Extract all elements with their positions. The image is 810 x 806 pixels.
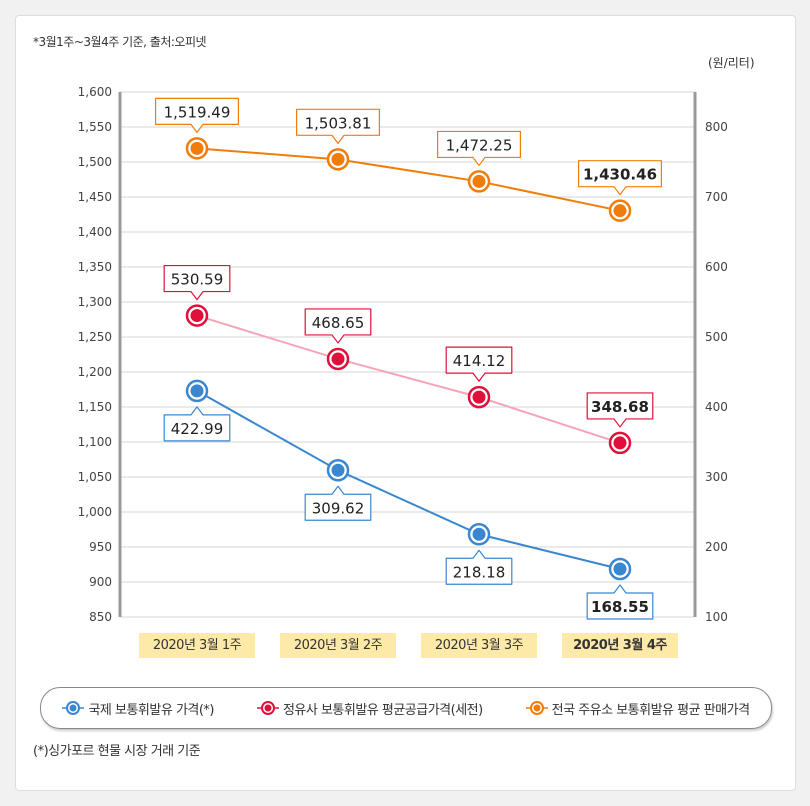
data-label: 414.12 xyxy=(453,352,506,370)
blue-marker-icon xyxy=(62,701,85,715)
data-label-box xyxy=(437,130,521,167)
left-tick-label: 1,150 xyxy=(78,400,112,414)
data-label: 422.99 xyxy=(171,420,224,438)
red-marker-icon xyxy=(256,701,279,715)
left-tick-label: 1,600 xyxy=(78,85,112,99)
data-point xyxy=(190,141,204,155)
data-label: 218.18 xyxy=(453,563,506,581)
data-label-box xyxy=(304,485,372,521)
orange-marker-icon xyxy=(525,701,548,715)
data-point xyxy=(472,174,486,188)
right-tick-label: 100 xyxy=(705,610,728,624)
left-tick-label: 1,300 xyxy=(78,295,112,309)
left-tick-label: 1,000 xyxy=(78,505,112,519)
data-label: 530.59 xyxy=(171,271,224,289)
data-label-box xyxy=(155,97,239,133)
data-label-box xyxy=(163,406,231,442)
data-point xyxy=(331,352,345,366)
right-tick-label: 700 xyxy=(705,190,728,204)
legend-item-refinery: 정유사 보통휘발유 평균공급가격(세전) xyxy=(256,699,483,718)
left-tick-label: 1,550 xyxy=(78,120,112,134)
right-tick-label: 800 xyxy=(705,120,728,134)
right-tick-label: 400 xyxy=(705,400,728,414)
data-label: 1,430.46 xyxy=(583,166,657,184)
right-tick-label: 600 xyxy=(705,260,728,274)
data-point xyxy=(190,309,204,323)
data-label-box xyxy=(163,264,231,301)
data-label-box xyxy=(445,346,513,382)
footnote: (*)싱가포르 현물 시장 거래 기준 xyxy=(33,744,201,759)
category-label: 2020년 3월 2주 xyxy=(280,633,396,658)
source-note: *3월1주~3월4주 기준, 출처:오피넷 xyxy=(33,35,207,49)
data-point xyxy=(190,384,204,398)
left-tick-label: 1,250 xyxy=(78,330,112,344)
data-label: 348.68 xyxy=(591,398,649,416)
series-line xyxy=(196,147,621,212)
data-point xyxy=(472,527,486,541)
data-label-box xyxy=(296,108,380,144)
series-line xyxy=(196,314,621,444)
right-tick-label: 300 xyxy=(705,470,728,484)
left-tick-label: 1,400 xyxy=(78,225,112,239)
data-label: 1,472.25 xyxy=(446,136,513,154)
category-label: 2020년 3월 4주 xyxy=(562,633,678,658)
data-point xyxy=(613,436,627,450)
left-tick-label: 950 xyxy=(89,540,112,554)
left-tick-label: 900 xyxy=(89,575,112,589)
data-label-box xyxy=(586,584,654,620)
data-point xyxy=(613,562,627,576)
legend-item-station: 전국 주유소 보통휘발유 평균 판매가격 xyxy=(525,699,750,718)
legend-item-international: 국제 보통휘발유 가격(*) xyxy=(62,699,215,718)
series-line xyxy=(196,390,621,570)
legend-label: 국제 보통휘발유 가격(*) xyxy=(88,702,215,718)
left-tick-label: 1,100 xyxy=(78,435,112,449)
chart-card xyxy=(15,15,796,791)
data-label: 1,503.81 xyxy=(305,114,372,132)
left-tick-label: 1,350 xyxy=(78,260,112,274)
left-tick-label: 1,050 xyxy=(78,470,112,484)
data-label: 468.65 xyxy=(312,314,365,332)
left-tick-label: 850 xyxy=(89,610,112,624)
legend-label: 전국 주유소 보통휘발유 평균 판매가격 xyxy=(551,702,750,718)
data-label: 1,519.49 xyxy=(164,103,231,121)
data-point xyxy=(472,390,486,404)
right-axis-unit: (원/리터) xyxy=(708,56,755,70)
data-label-box xyxy=(304,308,372,344)
legend-label: 정유사 보통휘발유 평균공급가격(세전) xyxy=(282,702,483,718)
data-point xyxy=(331,152,345,166)
data-label-box xyxy=(586,392,654,428)
right-tick-label: 200 xyxy=(705,540,728,554)
data-label: 168.55 xyxy=(591,598,649,616)
left-tick-label: 1,500 xyxy=(78,155,112,169)
data-label-box xyxy=(445,549,513,585)
left-tick-label: 1,450 xyxy=(78,190,112,204)
data-label-box xyxy=(578,160,662,196)
data-label: 309.62 xyxy=(312,499,365,517)
data-point xyxy=(331,463,345,477)
data-point xyxy=(613,204,627,218)
left-tick-label: 1,200 xyxy=(78,365,112,379)
category-label: 2020년 3월 1주 xyxy=(139,633,255,658)
legend: 국제 보통휘발유 가격(*) 정유사 보통휘발유 평균공급가격(세전) 전국 주… xyxy=(40,687,772,729)
right-tick-label: 500 xyxy=(705,330,728,344)
category-label: 2020년 3월 3주 xyxy=(421,633,537,658)
